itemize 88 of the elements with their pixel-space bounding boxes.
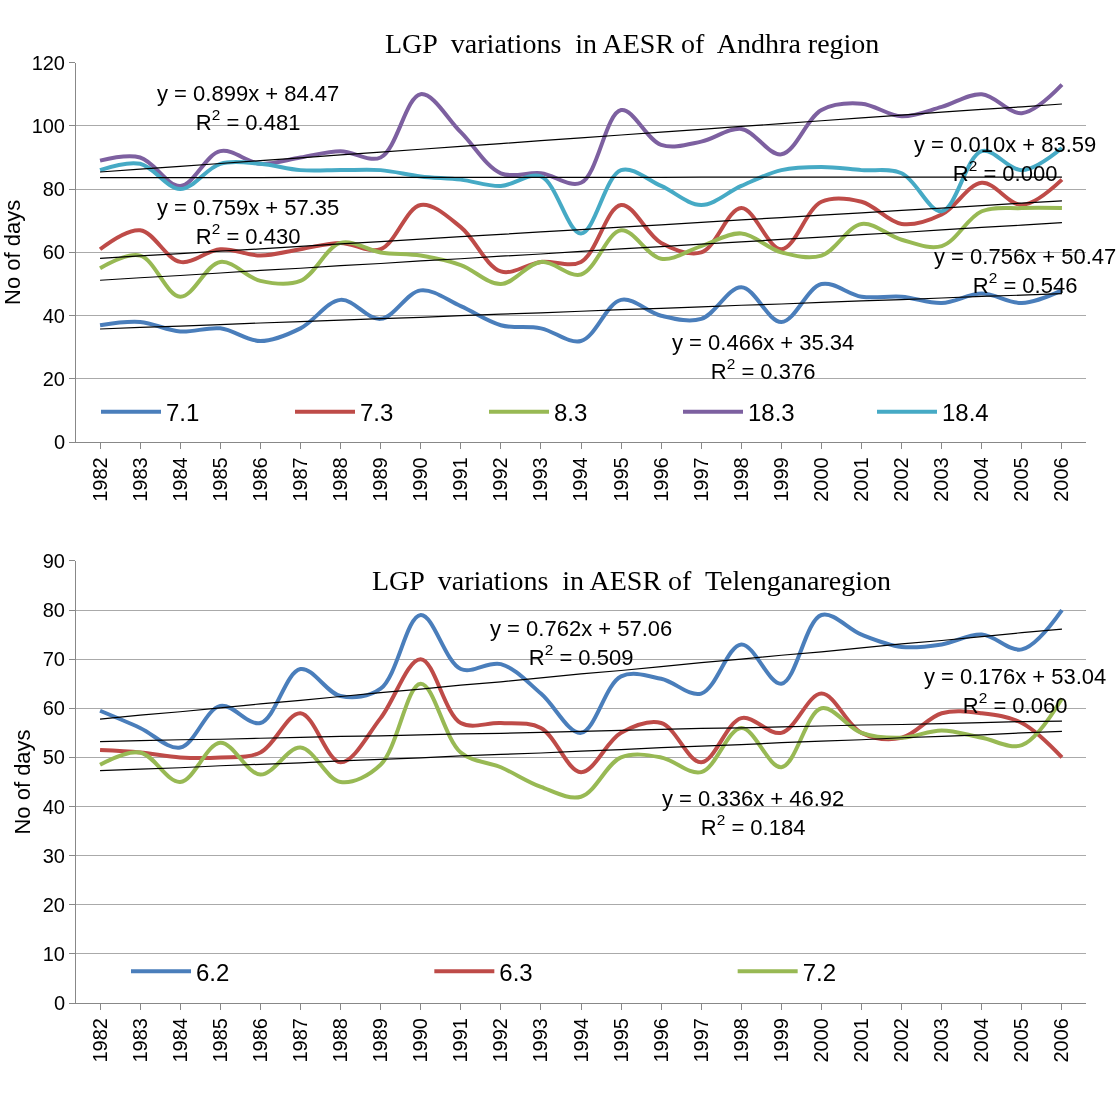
- x-tick-label: 1989: [369, 1018, 392, 1063]
- y-axis-title: No of days: [9, 729, 35, 835]
- line-series: [99, 720, 1063, 743]
- y-tick-label: 70: [42, 648, 65, 671]
- x-tick-label: 2001: [850, 457, 873, 502]
- legend-label: 7.1: [166, 399, 200, 427]
- y-tick-label: 80: [42, 599, 65, 622]
- y-axis-title: No of days: [0, 199, 25, 305]
- x-tick-label: 1992: [489, 1018, 512, 1063]
- x-tick-label: 2004: [970, 457, 993, 502]
- x-tick-label: 1998: [729, 457, 752, 502]
- x-tick-label: 1993: [529, 457, 552, 502]
- x-tick-label: 1997: [689, 457, 712, 502]
- x-tick-label: 1999: [769, 457, 792, 502]
- x-tick-label: 2001: [850, 1018, 873, 1063]
- x-tick-label: 1999: [769, 1018, 792, 1063]
- x-tick-label: 2006: [1050, 457, 1073, 502]
- x-tick-label: 2005: [1010, 457, 1033, 502]
- x-tick-label: 2003: [930, 1018, 953, 1063]
- legend-label: 7.3: [360, 399, 394, 427]
- x-tick-label: 1995: [609, 457, 632, 502]
- y-tick-label: 10: [42, 942, 65, 965]
- x-tick-label: 2000: [809, 1018, 832, 1063]
- annotation: y = 0.756x + 50.47 R$^{2}$ = 0.546: [934, 244, 1116, 298]
- x-tick-label: 1994: [569, 457, 592, 502]
- x-tick-label: 1989: [369, 457, 392, 502]
- y-tick-label: 0: [53, 992, 65, 1014]
- x-tick-label: 1990: [409, 457, 432, 502]
- x-tick-label: 1982: [88, 1018, 111, 1063]
- x-tick-label: 2002: [890, 1018, 913, 1063]
- y-tick-label: 80: [42, 178, 65, 201]
- legend-label: 8.3: [554, 399, 588, 427]
- line-series: [99, 292, 1063, 330]
- legend-label: 18.4: [942, 399, 989, 427]
- x-tick-label: 2005: [1010, 1018, 1033, 1063]
- line-series: [99, 730, 1063, 772]
- annotation: y = 0.759x + 57.35 R$^{2}$ = 0.430: [157, 195, 340, 249]
- y-tick-label: 120: [31, 51, 65, 74]
- x-tick-label: 1984: [168, 1018, 191, 1063]
- x-tick-label: 1984: [168, 457, 191, 502]
- x-tick-label: 1996: [649, 1018, 672, 1063]
- legend-label: 18.3: [748, 399, 795, 427]
- x-tick-label: 1988: [329, 1018, 352, 1063]
- x-tick-label: 1987: [288, 457, 311, 502]
- annotation: y = 0.466x + 35.34 R$^{2}$ = 0.376: [672, 330, 855, 384]
- annotation: y = 0.899x + 84.47 R$^{2}$ = 0.481: [157, 81, 340, 135]
- x-tick-label: 1987: [288, 1018, 311, 1063]
- x-tick-label: 1990: [409, 1018, 432, 1063]
- x-tick-label: 1982: [88, 457, 111, 502]
- annotation: y = 0.336x + 46.92 R$^{2}$ = 0.184: [662, 786, 845, 840]
- x-tick-label: 1983: [128, 1018, 151, 1063]
- chart-title: LGP variations in AESR of Telenganaregion: [372, 565, 892, 596]
- legend-label: 6.3: [499, 958, 533, 986]
- x-tick-label: 1985: [208, 457, 231, 502]
- y-tick-label: 40: [42, 795, 65, 818]
- x-tick-label: 1988: [329, 457, 352, 502]
- legend-label: 7.2: [802, 958, 837, 986]
- chart-title: LGP variations in AESR of Andhra region: [385, 28, 880, 59]
- x-tick-label: 2003: [930, 457, 953, 502]
- y-tick-label: 90: [42, 549, 65, 572]
- x-tick-label: 1985: [208, 1018, 231, 1063]
- x-tick-label: 1993: [529, 1018, 552, 1063]
- x-tick-label: 1995: [609, 1018, 632, 1063]
- x-tick-label: 2006: [1050, 1018, 1073, 1063]
- x-tick-label: 1997: [689, 1018, 712, 1063]
- x-tick-label: 1991: [449, 457, 472, 502]
- y-tick-label: 100: [31, 114, 65, 137]
- x-tick-label: 2004: [970, 1018, 993, 1063]
- x-tick-label: 2000: [809, 457, 832, 502]
- annotation: y = 0.762x + 57.06 R$^{2}$ = 0.509: [490, 616, 673, 670]
- y-tick-label: 0: [53, 431, 65, 454]
- y-tick-label: 60: [42, 697, 65, 720]
- x-tick-label: 1994: [569, 1018, 592, 1063]
- x-tick-label: 1992: [489, 457, 512, 502]
- x-tick-label: 1991: [449, 1018, 472, 1063]
- y-tick-label: 20: [42, 367, 65, 390]
- y-tick-label: 40: [42, 304, 65, 327]
- x-tick-label: 1986: [248, 457, 271, 502]
- x-tick-label: 2002: [890, 457, 913, 502]
- y-tick-label: 50: [42, 746, 65, 769]
- x-tick-label: 1983: [128, 457, 151, 502]
- legend-label: 6.2: [196, 958, 230, 986]
- x-tick-label: 1996: [649, 457, 672, 502]
- y-tick-label: 20: [42, 893, 65, 916]
- y-tick-label: 30: [42, 844, 65, 867]
- x-tick-label: 1986: [248, 1018, 271, 1063]
- x-tick-label: 1998: [729, 1018, 752, 1063]
- y-tick-label: 60: [42, 241, 65, 264]
